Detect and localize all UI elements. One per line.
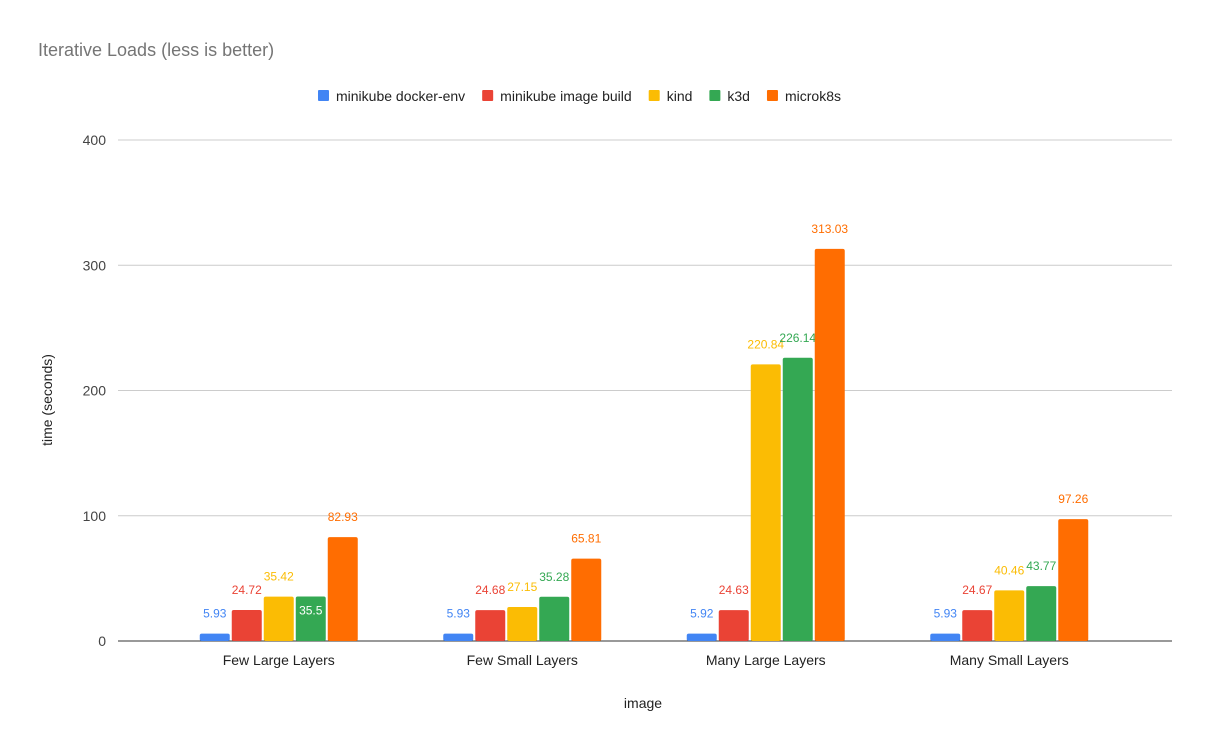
legend-label: k3d (727, 88, 750, 104)
bar (199, 633, 230, 641)
data-label: 24.67 (962, 583, 992, 597)
data-label: 5.93 (934, 607, 958, 621)
data-label: 27.15 (507, 580, 537, 594)
x-tick-label: Few Large Layers (223, 652, 335, 668)
legend-swatch (318, 90, 329, 101)
data-label: 35.5 (299, 604, 323, 618)
legend-label: minikube docker-env (336, 88, 465, 104)
data-label: 226.14 (779, 331, 816, 345)
bar (295, 596, 326, 641)
data-label: 40.46 (994, 563, 1024, 577)
bar (750, 364, 781, 641)
y-tick-label: 200 (83, 383, 107, 399)
x-tick-label: Few Small Layers (467, 652, 578, 668)
data-label: 5.93 (203, 607, 227, 621)
data-label: 35.28 (539, 570, 569, 584)
legend-swatch (482, 90, 494, 101)
bar (231, 610, 262, 641)
bar (1058, 519, 1089, 641)
bar (782, 357, 813, 641)
bar (539, 596, 570, 641)
bar (814, 248, 845, 641)
y-tick-label: 400 (83, 132, 107, 148)
bar (962, 610, 993, 641)
data-label: 97.26 (1058, 492, 1088, 506)
x-tick-label: Many Small Layers (950, 652, 1069, 668)
bar (507, 606, 538, 641)
x-tick-labels: Few Large Layers Few Small Layers Many Lar… (223, 652, 1069, 668)
legend-swatch (766, 90, 778, 101)
bar (443, 633, 474, 641)
data-label: 24.63 (719, 583, 749, 597)
y-axis-label: time (seconds) (39, 354, 55, 446)
legend: minikube docker-env minikube image build k… (318, 88, 841, 104)
bar (994, 590, 1025, 641)
bar (718, 610, 749, 641)
bar (1026, 586, 1057, 641)
data-label: 24.68 (475, 583, 505, 597)
bar (475, 610, 506, 641)
y-tick-label: 300 (83, 257, 107, 273)
x-tick-label: Many Large Layers (706, 652, 826, 668)
data-label: 24.72 (232, 583, 262, 597)
bar (930, 633, 961, 641)
bar (327, 537, 358, 641)
data-label: 313.03 (811, 222, 848, 236)
legend-item: microk8s (766, 88, 841, 104)
data-label: 5.92 (690, 607, 714, 621)
bar (263, 596, 294, 641)
data-label: 65.81 (571, 532, 601, 546)
legend-item: k3d (709, 88, 750, 104)
data-label: 35.42 (264, 570, 294, 584)
legend-item: minikube image build (482, 88, 632, 104)
data-label: 43.77 (1026, 559, 1056, 573)
y-tick-label: 0 (98, 633, 106, 649)
data-label: 82.93 (328, 510, 358, 524)
bar (571, 558, 602, 641)
chart-title: Iterative Loads (less is better) (38, 40, 274, 60)
data-label: 5.93 (447, 607, 471, 621)
legend-swatch (648, 90, 660, 101)
legend-item: minikube docker-env (318, 88, 465, 104)
legend-label: microk8s (785, 88, 841, 104)
legend-item: kind (648, 88, 693, 104)
legend-label: kind (667, 88, 693, 104)
legend-label: minikube image build (500, 88, 632, 104)
x-axis-label: image (624, 695, 662, 711)
data-label: 220.84 (747, 337, 784, 351)
legend-swatch (709, 90, 721, 101)
y-tick-label: 100 (83, 508, 107, 524)
bar (686, 633, 717, 641)
